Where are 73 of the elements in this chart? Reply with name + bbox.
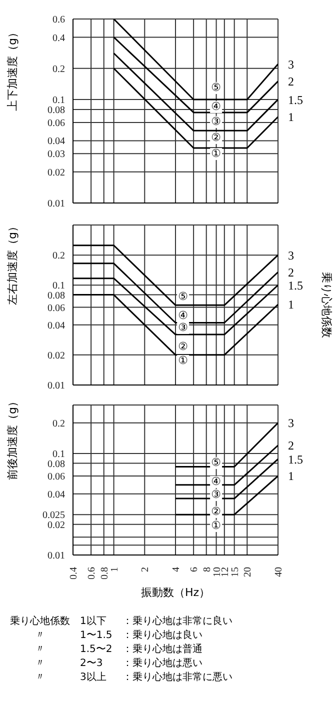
x-tick-label: 0.4 [68,567,80,580]
y-tick-label: 0.08 [48,105,65,116]
y-axis-title: 前後加速度（g） [6,396,19,480]
x-tick-label: 20 [242,567,254,577]
text: 乗り心地係数 1以下 ：乗り心地は非常に良い [10,616,232,627]
series-label: 1 [288,110,294,124]
annotation: ① [210,147,222,160]
y-tick-label: 0.02 [48,167,65,178]
x-axis-title: 振動数（Hz） [140,586,210,599]
text: 〃 2〜3 ：乗り心地は悪い [35,658,202,669]
y-tick-label: 0.1 [52,95,65,106]
x-tick-label: 0.8 [99,567,110,580]
annotation: ⑤ [210,456,222,469]
series-label: 3 [288,57,294,72]
y-tick-label: 0.08 [48,458,65,470]
x-tick-label: 4 [171,567,182,572]
series-label: 1.5 [288,278,303,292]
text: 〃 1〜1.5 ：乗り心地は良い [35,630,202,641]
annotation: ① [177,354,189,367]
x-tick-label: 1 [109,567,120,572]
y-tick-label: 0.01 [48,380,65,392]
y-tick-label: 0.2 [52,64,65,75]
annotation: ④ [177,309,189,322]
annotation: ④ [210,100,222,113]
x-tick-label: 2 [140,567,152,572]
x-tick-label: 0.6 [86,567,98,580]
annotation: ③ [177,321,189,334]
y-tick-label: 0.04 [48,489,65,500]
y-tick-label: 0.025 [42,510,65,522]
y-tick-label: 0.1 [52,449,65,460]
y-tick-label: 0.4 [52,32,65,44]
series-label: 1.5 [288,92,303,107]
y-axis-title: 上下加速度（g） [6,27,19,111]
annotation: ③ [210,488,222,501]
annotation: ③ [210,115,222,128]
y-tick-label: 0.06 [48,472,65,483]
y-tick-label: 0.06 [48,302,65,314]
y-axis-title: 左右加速度（g） [6,221,19,305]
annotation: ⑤ [177,290,189,303]
x-tick-label: 40 [274,567,284,577]
y-tick-label: 0.2 [52,250,65,262]
y-tick-label: 0.1 [52,280,65,292]
x-tick-label: 15 [230,567,241,577]
annotation: ② [177,340,189,353]
annotation: ⑤ [210,81,222,94]
y-tick-label: 0.06 [48,118,65,130]
x-tick-label: 8 [202,567,213,572]
series-label: 2 [288,74,294,89]
y-tick-label: 0.01 [48,550,65,562]
y-tick-label: 0.08 [48,290,65,302]
y-tick-label: 0.04 [48,136,65,148]
annotation: ② [210,131,222,144]
series-label: 3 [288,416,294,430]
annotation: ④ [210,475,222,488]
y-tick-label: 0.02 [48,350,65,362]
y2-axis-title: 乗り心地係数 [320,272,333,338]
text: 〃 1.5〜2 ：乗り心地は普通 [35,644,202,655]
y-tick-label: 0.2 [52,418,65,430]
y-tick-label: 0.04 [48,320,65,332]
series-label: 2 [288,438,294,453]
series-label: 1.5 [288,452,303,466]
series-label: 2 [288,265,294,280]
annotation: ① [210,519,222,532]
series-label: 1 [288,298,294,312]
series-label: 3 [288,248,294,262]
series-label: 1 [288,469,294,484]
y-tick-label: 0.01 [48,198,65,210]
y-tick-label: 0.6 [52,14,65,26]
y-tick-label: 0.03 [48,149,65,160]
annotation: ② [210,505,222,518]
x-tick-label: 6 [189,567,200,572]
text: 〃 3以上 ：乗り心地は非常に悪い [35,672,232,683]
y-tick-label: 0.02 [48,520,65,531]
